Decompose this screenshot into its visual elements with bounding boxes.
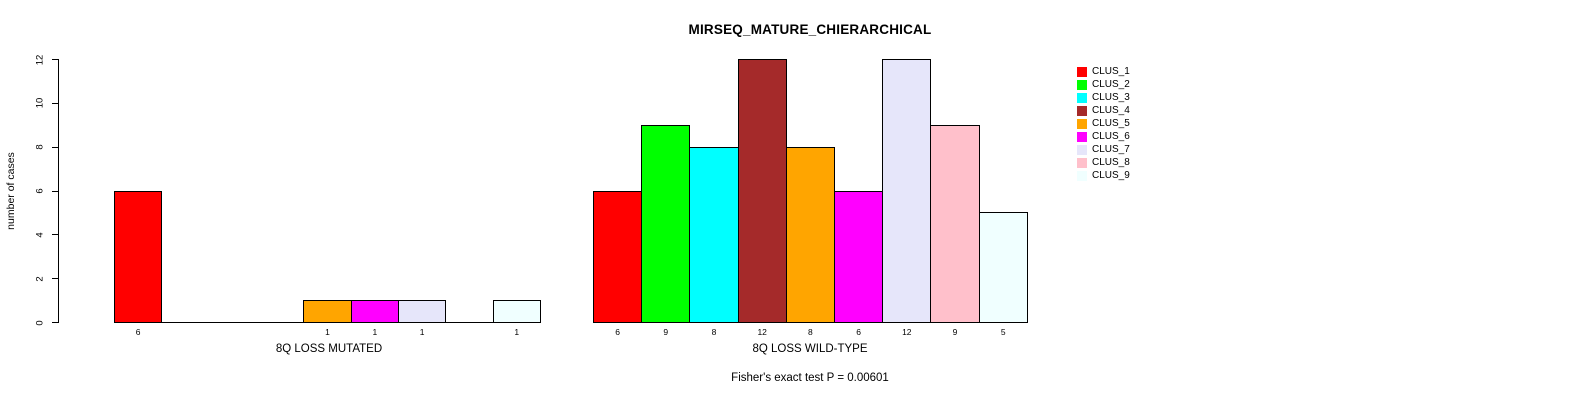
y-axis-line [58,59,59,323]
bar-mutated-CLUS_1 [114,190,163,323]
legend-swatch-CLUS_3 [1077,93,1087,103]
bar-value-label: 12 [757,327,767,337]
bar-mutated-CLUS_5 [303,300,352,323]
bar-value-label: 5 [1000,327,1006,337]
legend-item-label: CLUS_2 [1092,79,1130,90]
y-axis-tick-label: 8 [34,144,46,150]
group-label-wild-type: 8Q LOSS WILD-TYPE [752,343,868,355]
legend-item-label: CLUS_3 [1092,92,1130,103]
y-axis-tick-label: 6 [34,188,46,194]
legend-swatch-CLUS_6 [1077,132,1087,142]
chart-title: MIRSEQ_MATURE_CHIERARCHICAL [688,22,932,37]
y-axis-tick-label: 12 [34,54,46,65]
y-axis-tick [52,278,58,280]
legend-item-label: CLUS_1 [1092,66,1130,77]
y-axis-label: number of cases [5,152,17,230]
bar-value-label: 1 [419,327,425,337]
bar-wildtype-CLUS_9 [978,212,1028,323]
group-label-mutated: 8Q LOSS MUTATED [275,343,383,355]
y-axis-tick [52,234,58,236]
bar-wildtype-CLUS_1 [593,190,643,323]
y-axis-tick-label: 2 [34,276,46,282]
bar-value-label: 1 [325,327,330,337]
fisher-test-annotation: Fisher's exact test P = 0.00601 [731,372,889,384]
bar-mutated-CLUS_9 [492,300,541,323]
bar-wildtype-CLUS_8 [930,124,980,323]
legend-swatch-CLUS_5 [1077,119,1087,129]
bar-mutated-CLUS_6 [350,300,399,323]
y-axis-tick [52,102,58,104]
legend-item-label: CLUS_5 [1092,118,1130,129]
legend-swatch-CLUS_7 [1077,145,1087,155]
bar-value-label: 8 [711,327,717,337]
legend-swatch-CLUS_8 [1077,158,1087,168]
legend-swatch-CLUS_2 [1077,80,1087,90]
legend-item-label: CLUS_8 [1092,157,1130,168]
bar-value-label: 12 [902,327,912,337]
y-axis-tick [52,322,58,323]
y-axis-tick-label: 10 [34,98,46,109]
bar-wildtype-CLUS_3 [689,146,739,323]
bar-wildtype-CLUS_4 [737,59,787,323]
bar-value-label: 6 [856,327,861,337]
y-axis-tick-label: 0 [34,319,46,326]
legend-item-label: CLUS_9 [1092,170,1130,181]
bar-value-label: 1 [372,327,378,337]
bar-value-label: 6 [135,327,141,337]
bar-value-label: 1 [514,327,520,337]
legend-swatch-CLUS_9 [1077,171,1087,181]
bar-value-label: 8 [808,327,813,337]
bar-value-label: 6 [615,327,620,337]
y-axis-tick [52,146,58,148]
legend-swatch-CLUS_1 [1077,67,1087,77]
bar-mutated-CLUS_7 [397,300,447,323]
y-axis-tick [52,190,58,192]
bar-value-label: 9 [663,327,669,337]
bar-wildtype-CLUS_5 [785,146,835,323]
legend-swatch-CLUS_4 [1077,106,1087,116]
bar-wildtype-CLUS_6 [834,190,884,323]
legend-item-label: CLUS_7 [1092,144,1130,155]
bar-wildtype-CLUS_7 [882,59,932,323]
y-axis-tick [52,59,58,60]
legend-item-label: CLUS_4 [1092,105,1130,116]
bar-wildtype-CLUS_2 [641,124,691,323]
bar-value-label: 9 [952,327,958,337]
y-axis-tick-label: 4 [34,232,46,238]
legend-item-label: CLUS_6 [1092,131,1130,142]
